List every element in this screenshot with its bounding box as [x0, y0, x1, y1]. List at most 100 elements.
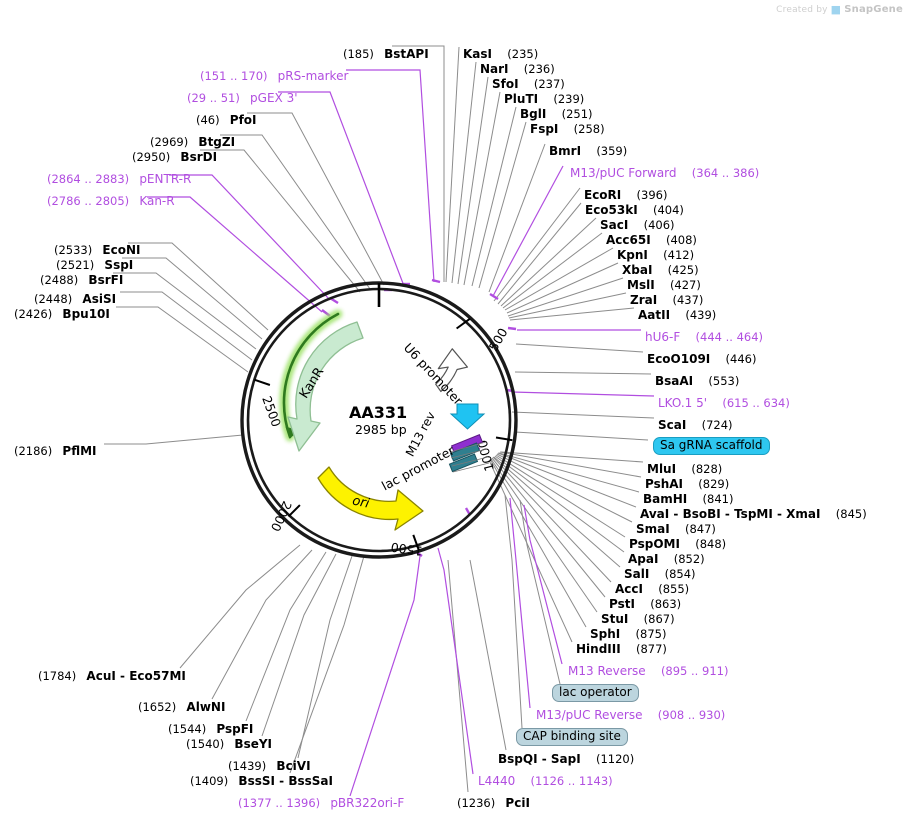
- map-label-bsrdi[interactable]: (2950) BsrDI: [132, 148, 217, 164]
- label-position: (185): [343, 47, 374, 61]
- map-label-m13-reverse[interactable]: M13 Reverse (895 .. 911): [568, 662, 728, 678]
- map-label-zrai[interactable]: ZraI (437): [630, 291, 703, 307]
- label-position: (1409): [190, 774, 229, 788]
- map-label-hindiii[interactable]: HindIII (877): [576, 640, 667, 656]
- label-enzyme-name: SfoI: [492, 77, 519, 91]
- map-label-pcii[interactable]: (1236) PciI: [457, 794, 530, 810]
- map-label-scai[interactable]: ScaI (724): [658, 416, 733, 432]
- map-label-kan-r[interactable]: (2786 .. 2805) Kan-R: [47, 192, 175, 208]
- map-label-nari[interactable]: NarI (236): [480, 60, 555, 76]
- label-separator: -: [720, 507, 735, 521]
- map-label-asisi[interactable]: (2448) AsiSI: [34, 290, 116, 306]
- map-label-smai[interactable]: SmaI (847): [636, 520, 716, 536]
- map-label-fspi[interactable]: FspI (258): [530, 120, 605, 136]
- feature-badge-sa-grna-scaffold[interactable]: Sa gRNA scaffold: [653, 437, 770, 455]
- map-label-pentr-r[interactable]: (2864 .. 2883) pENTR-R: [47, 170, 191, 186]
- small-feature-glyphs: [448, 434, 490, 473]
- label-enzyme-name: BstAPI: [384, 47, 429, 61]
- map-label-bcivi[interactable]: (1439) BciVI: [228, 757, 311, 773]
- label-enzyme-name: AsiSI: [82, 292, 117, 306]
- map-label-bgli[interactable]: BglI (251): [520, 105, 593, 121]
- label-separator: -: [115, 669, 130, 683]
- label-position: (828): [691, 462, 723, 476]
- map-label-kpni[interactable]: KpnI (412): [617, 246, 694, 262]
- label-enzyme-name: MluI: [647, 462, 677, 476]
- map-label-ecoo109i[interactable]: EcoO109I (446): [647, 350, 756, 366]
- map-label-pgex-3-[interactable]: (29 .. 51) pGEX 3': [187, 89, 298, 105]
- map-label-prs-marker[interactable]: (151 .. 170) pRS-marker: [200, 67, 348, 83]
- map-label-pbr322ori-f[interactable]: (1377 .. 1396) pBR322ori-F: [238, 794, 404, 810]
- label-enzyme-name: PspFI: [216, 722, 254, 736]
- map-label-acui[interactable]: (1784) AcuI - Eco57MI: [38, 667, 186, 683]
- map-label-acc65i[interactable]: Acc65I (408): [606, 231, 697, 247]
- feature-arrow-ori: ori: [317, 466, 424, 531]
- label-position: (235): [507, 47, 539, 61]
- label-enzyme-name: BtgZI: [198, 135, 236, 149]
- map-label-saci[interactable]: SacI (406): [600, 216, 675, 232]
- map-label-mlui[interactable]: MluI (828): [647, 460, 722, 476]
- label-enzyme-name: EcoRI: [584, 188, 622, 202]
- label-position: (1377 .. 1396): [238, 796, 321, 810]
- map-label-pshai[interactable]: PshAI (829): [645, 475, 729, 491]
- map-label-btgzi[interactable]: (2969) BtgZI: [150, 133, 235, 149]
- map-label-kasi[interactable]: KasI (235): [463, 45, 538, 61]
- map-label-msli[interactable]: MslI (427): [627, 276, 701, 292]
- label-enzyme-name: SacI: [600, 218, 629, 232]
- map-label-sspi[interactable]: (2521) SspI: [56, 256, 133, 272]
- map-label-econi[interactable]: (2533) EcoNI: [54, 241, 140, 257]
- map-label-pflmi[interactable]: (2186) PflMI: [14, 442, 97, 458]
- map-label-xbai[interactable]: XbaI (425): [622, 261, 699, 277]
- label-enzyme-name: AatII: [638, 308, 671, 322]
- map-label-sfoi[interactable]: SfoI (237): [492, 75, 565, 91]
- label-position: (829): [698, 477, 730, 491]
- map-label-m13-puc-reverse[interactable]: M13/pUC Reverse (908 .. 930): [536, 706, 725, 722]
- map-label-bmri[interactable]: BmrI (359): [549, 142, 627, 158]
- leader-lines-feature: [147, 69, 655, 797]
- map-label-stui[interactable]: StuI (867): [601, 610, 675, 626]
- map-label-lko-1-5-[interactable]: LKO.1 5' (615 .. 634): [658, 394, 790, 410]
- kanr-arc: [282, 312, 340, 439]
- label-enzyme-name: BsaAI: [655, 374, 694, 388]
- map-label-sphi[interactable]: SphI (875): [590, 625, 666, 641]
- feature-badge-cap-binding-site[interactable]: CAP binding site: [516, 728, 628, 746]
- label-enzyme-name: PfoI: [229, 113, 257, 127]
- map-label-l4440[interactable]: L4440 (1126 .. 1143): [478, 772, 613, 788]
- map-label-bsssi[interactable]: (1409) BssSI - BssSaI: [190, 772, 333, 788]
- map-label-bseyi[interactable]: (1540) BseYI: [186, 735, 272, 751]
- map-label-bsaai[interactable]: BsaAI (553): [655, 372, 739, 388]
- map-label-eco53ki[interactable]: Eco53kI (404): [585, 201, 684, 217]
- map-label-apai[interactable]: ApaI (852): [628, 550, 705, 566]
- label-enzyme-name: PciI: [505, 796, 530, 810]
- label-position: (2448): [34, 292, 73, 306]
- map-label-bspqi[interactable]: BspQI - SapI (1120): [498, 750, 634, 766]
- label-position: (364 .. 386): [691, 166, 760, 180]
- map-label-pspfi[interactable]: (1544) PspFI: [168, 720, 253, 736]
- label-position: (1652): [138, 700, 177, 714]
- map-label-aatii[interactable]: AatII (439): [638, 306, 716, 322]
- plasmid-name: AA331: [349, 403, 408, 422]
- map-label-pfoi[interactable]: (46) PfoI: [196, 111, 257, 127]
- map-label-sali[interactable]: SalI (854): [624, 565, 696, 581]
- map-label-pluti[interactable]: PluTI (239): [504, 90, 584, 106]
- map-label-hu6-f[interactable]: hU6-F (444 .. 464): [645, 328, 763, 344]
- map-label-bstapi[interactable]: (185) BstAPI: [343, 45, 429, 61]
- map-label-avai[interactable]: AvaI - BsoBI - TspMI - XmaI (845): [640, 505, 867, 521]
- map-label-acci[interactable]: AccI (855): [615, 580, 689, 596]
- label-position: (237): [533, 77, 565, 91]
- label-enzyme-name: EcoO109I: [647, 352, 711, 366]
- label-position: (1540): [186, 737, 225, 751]
- feature-badge-lac-operator[interactable]: lac operator: [552, 684, 639, 702]
- map-label-psti[interactable]: PstI (863): [609, 595, 681, 611]
- label-separator: -: [772, 507, 787, 521]
- map-label-m13-puc-forward[interactable]: M13/pUC Forward (364 .. 386): [570, 164, 759, 180]
- label-enzyme-name: SapI: [550, 752, 581, 766]
- map-label-alwni[interactable]: (1652) AlwNI: [138, 698, 225, 714]
- map-label-bamhi[interactable]: BamHI (841): [643, 490, 733, 506]
- label-position: (359): [596, 144, 628, 158]
- map-label-bpu10i[interactable]: (2426) Bpu10I: [14, 305, 110, 321]
- map-label-pspomi[interactable]: PspOMI (848): [629, 535, 726, 551]
- map-label-bsrfi[interactable]: (2488) BsrFI: [40, 271, 123, 287]
- map-label-ecori[interactable]: EcoRI (396): [584, 186, 667, 202]
- label-enzyme-name: BssSI: [238, 774, 275, 788]
